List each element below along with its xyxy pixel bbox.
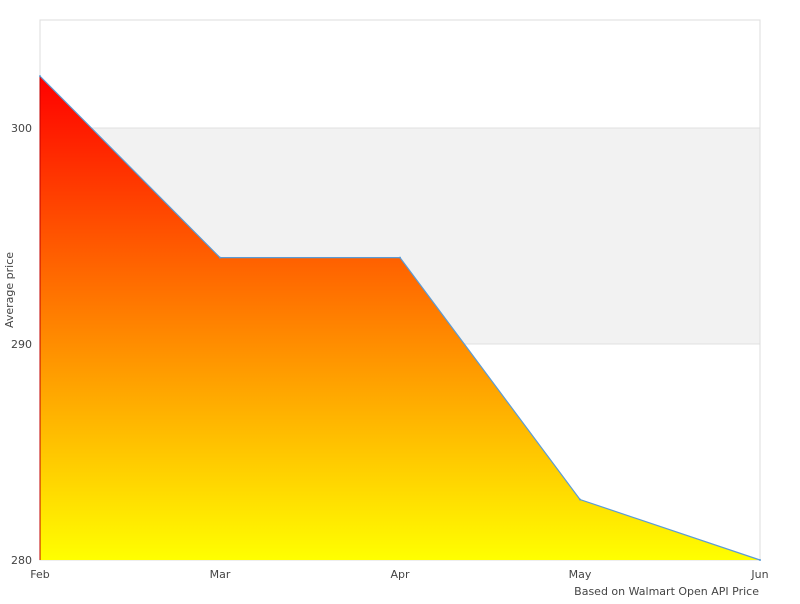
area-fill (40, 76, 760, 560)
x-tick-label: May (569, 568, 592, 581)
x-tick-label: Jun (750, 568, 768, 581)
y-tick-label: 300 (11, 122, 32, 135)
data-point-apr (399, 256, 401, 259)
y-axis-label: Average price (3, 252, 16, 328)
data-point-jun (759, 559, 761, 561)
data-point-mar (219, 256, 221, 259)
y-tick-label: 290 (11, 338, 32, 351)
y-axis-ticks: 280 290 300 (11, 122, 32, 567)
x-axis-label: Based on Walmart Open API Price (574, 585, 759, 598)
x-tick-label: Mar (210, 568, 231, 581)
x-axis-ticks: Feb Mar Apr May Jun (30, 568, 768, 581)
data-point-may (579, 498, 581, 501)
data-point-feb (39, 75, 41, 78)
x-tick-label: Apr (390, 568, 410, 581)
x-tick-label: Feb (30, 568, 49, 581)
y-tick-label: 280 (11, 554, 32, 567)
